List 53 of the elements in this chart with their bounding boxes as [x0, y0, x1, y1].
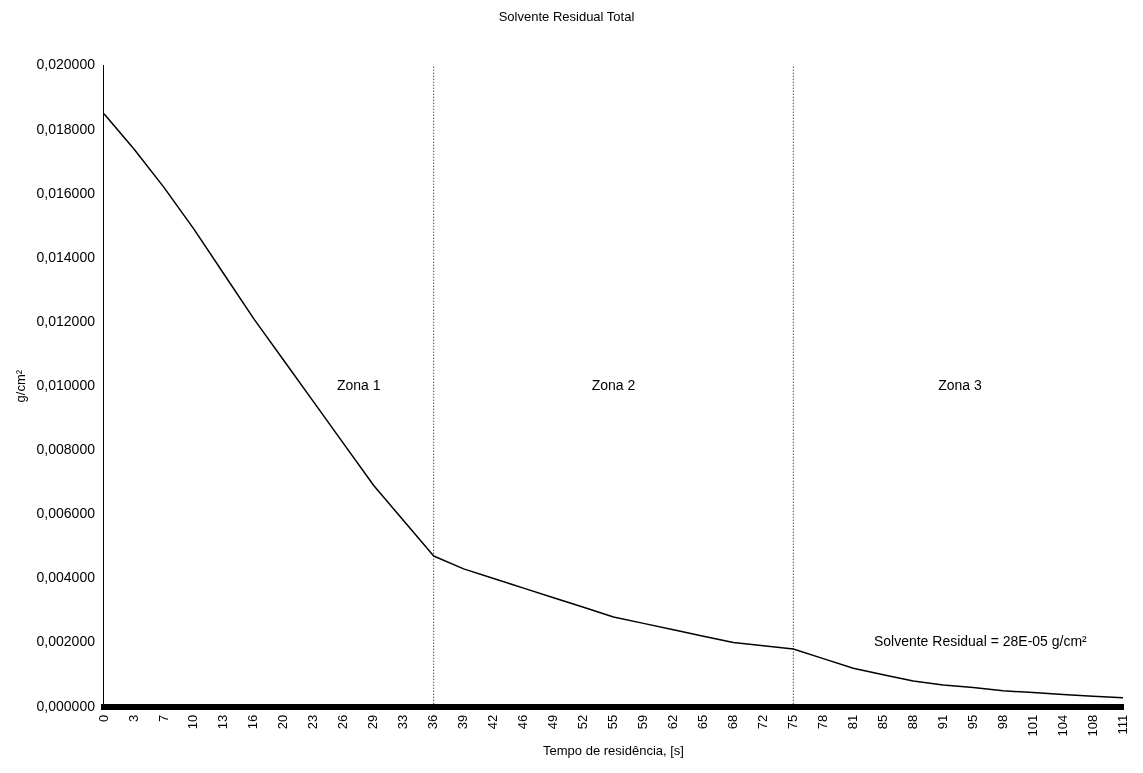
y-tick-label: 0,000000 — [36, 697, 96, 714]
x-tick-label: 91 — [934, 714, 950, 730]
x-tick-label: 111 — [1114, 714, 1130, 735]
x-tick-label: 39 — [455, 714, 471, 730]
x-tick-label: 55 — [605, 714, 621, 730]
y-tick-label: 0,018000 — [36, 120, 96, 137]
x-tick-label: 78 — [814, 714, 830, 730]
x-tick-label: 20 — [275, 714, 291, 730]
chart-title: Solvente Residual Total — [498, 9, 635, 25]
x-tick-label: 104 — [1054, 714, 1070, 737]
x-tick-label: 72 — [754, 714, 770, 730]
x-tick-label: 75 — [784, 714, 800, 730]
y-tick-label: 0,020000 — [36, 56, 96, 73]
x-tick-label: 26 — [335, 714, 351, 730]
x-tick-label: 16 — [245, 714, 261, 730]
x-tick-label: 0 — [95, 714, 111, 722]
x-tick-label: 101 — [1024, 714, 1040, 737]
y-tick-label: 0,002000 — [36, 633, 96, 650]
x-tick-label: 98 — [994, 714, 1010, 730]
x-tick-label: 68 — [724, 714, 740, 730]
x-tick-label: 62 — [665, 714, 681, 730]
x-tick-label: 108 — [1084, 714, 1100, 737]
y-tick-label: 0,008000 — [36, 441, 96, 458]
x-tick-label: 59 — [635, 714, 651, 730]
x-tick-label: 23 — [305, 714, 321, 730]
x-tick-label: 29 — [365, 714, 381, 730]
y-tick-label: 0,012000 — [36, 312, 96, 329]
annotation: Zona 1 — [336, 377, 381, 394]
x-tick-label: 42 — [485, 714, 501, 730]
x-tick-label: 81 — [844, 714, 860, 730]
x-tick-label: 95 — [964, 714, 980, 730]
x-tick-label: 88 — [904, 714, 920, 730]
y-tick-label: 0,006000 — [36, 505, 96, 522]
x-tick-label: 10 — [185, 714, 201, 730]
y-tick-label: 0,014000 — [36, 248, 96, 265]
y-tick-label: 0,010000 — [36, 377, 96, 394]
x-axis-title: Tempo de residência, [s] — [543, 742, 684, 758]
x-tick-label: 33 — [395, 714, 411, 730]
annotation: Solvente Residual = 28E-05 g/cm² — [873, 633, 1088, 650]
annotation: Zona 3 — [938, 377, 982, 394]
y-tick-label: 0,016000 — [36, 184, 96, 201]
y-axis-title: g/cm² — [13, 369, 29, 403]
y-tick-label: 0,004000 — [36, 569, 96, 586]
x-tick-label: 52 — [575, 714, 591, 730]
x-tick-label: 46 — [515, 714, 531, 730]
x-tick-label: 85 — [874, 714, 890, 730]
x-tick-label: 7 — [155, 714, 171, 722]
x-tick-label: 3 — [125, 714, 141, 722]
x-tick-label: 36 — [425, 714, 441, 730]
x-tick-label: 49 — [545, 714, 561, 730]
annotation: Zona 2 — [591, 377, 636, 394]
x-tick-label: 13 — [215, 714, 231, 730]
x-tick-label: 65 — [694, 714, 710, 730]
